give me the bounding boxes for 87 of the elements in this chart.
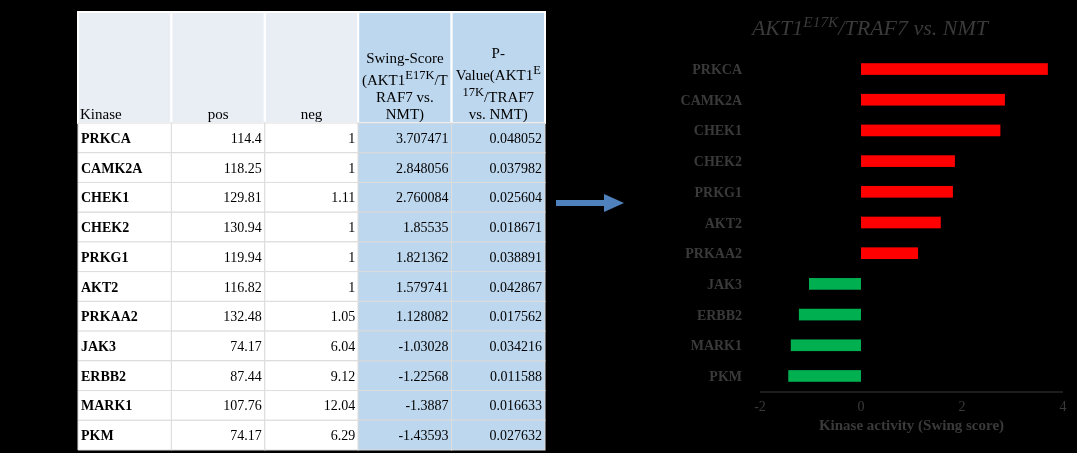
data-label: 1.05 bbox=[330, 309, 356, 325]
data-label: 1 bbox=[348, 279, 356, 295]
x-tick-label: neg bbox=[299, 106, 324, 123]
data-label: 12.04 bbox=[323, 398, 356, 414]
bar bbox=[861, 124, 1001, 137]
bar bbox=[861, 185, 953, 198]
bar bbox=[861, 93, 1005, 106]
y-tick-label: AKT2 bbox=[704, 215, 742, 231]
data-label: 2.760084 bbox=[396, 190, 449, 206]
y-tick-label: CHEK2 bbox=[693, 154, 742, 170]
data-label: 132.48 bbox=[223, 309, 262, 325]
data-label: 9.12 bbox=[330, 368, 356, 384]
y-tick-label: PRKAA2 bbox=[685, 246, 742, 262]
data-label: 1.579741 bbox=[396, 279, 449, 295]
y-tick-label: PRKG1 bbox=[694, 184, 742, 200]
y-tick-label: PKM bbox=[709, 368, 742, 384]
y-tick-label: PRKCA bbox=[81, 130, 132, 146]
y-tick-label: CAMK2A bbox=[680, 92, 743, 108]
x-axis-title: Kinase activity (Swing score) bbox=[818, 417, 1005, 434]
chart-title: AKT1$^{E17K}$/TRAF7 vs. NMT bbox=[749, 12, 990, 40]
data-label: -1.43593 bbox=[398, 428, 449, 444]
data-label: 74.17 bbox=[230, 338, 262, 354]
data-label: 1 bbox=[348, 249, 356, 265]
y-tick-label: MARK1 bbox=[81, 398, 133, 414]
bar bbox=[788, 370, 861, 382]
bar bbox=[861, 63, 1048, 75]
data-label: 1 bbox=[348, 130, 356, 146]
y-tick-label: CHEK1 bbox=[693, 123, 742, 139]
data-label: 0.025604 bbox=[489, 190, 542, 206]
data-label: 0.027632 bbox=[489, 428, 542, 444]
bar bbox=[861, 247, 919, 260]
bar bbox=[808, 278, 861, 290]
data-label: 0.037982 bbox=[489, 160, 542, 176]
bar bbox=[790, 339, 861, 352]
data-label: 129.81 bbox=[223, 190, 262, 206]
data-label: 2.848056 bbox=[396, 160, 449, 176]
data-label: 116.82 bbox=[223, 279, 262, 295]
data-label: 0.034216 bbox=[489, 338, 542, 354]
data-label: 0.048052 bbox=[489, 130, 542, 146]
data-label: 119.94 bbox=[223, 249, 262, 265]
data-label: -1.22568 bbox=[398, 368, 449, 384]
x-tick-label: 4 bbox=[1059, 399, 1067, 414]
data-label: 1.11 bbox=[331, 190, 356, 206]
data-label: 1.128082 bbox=[396, 309, 449, 325]
data-label: 74.17 bbox=[230, 428, 262, 444]
data-label: 107.76 bbox=[223, 398, 262, 414]
y-tick-label: PRKAA2 bbox=[81, 309, 138, 325]
bar bbox=[861, 216, 941, 229]
data-label: 1.821362 bbox=[396, 249, 449, 265]
data-label: 118.25 bbox=[223, 160, 262, 176]
y-tick-label: CHEK2 bbox=[81, 220, 130, 236]
data-label: 87.44 bbox=[230, 368, 262, 384]
data-label: -1.3887 bbox=[405, 398, 449, 414]
x-tick-label: Swing-Score (AKT1$^{E17K}$/TRAF7 vs. NMT) bbox=[360, 50, 449, 123]
y-tick-label: AKT2 bbox=[81, 279, 119, 295]
y-tick-label: JAK3 bbox=[81, 338, 116, 354]
data-label: 0.038891 bbox=[489, 249, 542, 265]
y-tick-label: PRKG1 bbox=[81, 249, 129, 265]
y-tick-label: CHEK1 bbox=[81, 190, 130, 206]
data-label: 0.018671 bbox=[489, 220, 542, 236]
y-tick-label: PKM bbox=[81, 428, 114, 444]
data-label: 0.042867 bbox=[489, 279, 542, 295]
data-label: 1 bbox=[348, 220, 356, 236]
x-tick-label: -2 bbox=[754, 399, 766, 414]
data-label: 0.011588 bbox=[490, 368, 542, 384]
data-label: 6.04 bbox=[330, 338, 356, 354]
y-tick-label: CAMK2A bbox=[81, 160, 144, 176]
data-label: -1.03028 bbox=[398, 338, 449, 354]
y-axis-title: Kinase bbox=[80, 106, 123, 123]
y-tick-label: JAK3 bbox=[707, 276, 742, 292]
y-tick-label: ERBB2 bbox=[696, 307, 742, 323]
y-tick-label: ERBB2 bbox=[81, 368, 127, 384]
data-label: 3.707471 bbox=[396, 130, 449, 146]
bar bbox=[798, 308, 861, 321]
y-tick-label: MARK1 bbox=[690, 338, 742, 354]
data-label: 0.016633 bbox=[489, 398, 542, 414]
x-tick-label: pos bbox=[206, 106, 230, 123]
category-label: P-Value(AKT1$^{E}$$^{17K}$/TRAF7 vs. NMT) bbox=[455, 45, 541, 122]
data-label: 114.4 bbox=[230, 130, 262, 146]
data-label: 1 bbox=[348, 160, 356, 176]
data-label: 0.017562 bbox=[489, 309, 542, 325]
data-label: 1.85535 bbox=[403, 220, 449, 236]
y-tick-label: PRKCA bbox=[692, 62, 743, 78]
bar bbox=[861, 155, 955, 167]
data-label: 130.94 bbox=[223, 220, 262, 236]
x-tick-label: 2 bbox=[958, 399, 966, 414]
data-label: 6.29 bbox=[330, 428, 356, 444]
